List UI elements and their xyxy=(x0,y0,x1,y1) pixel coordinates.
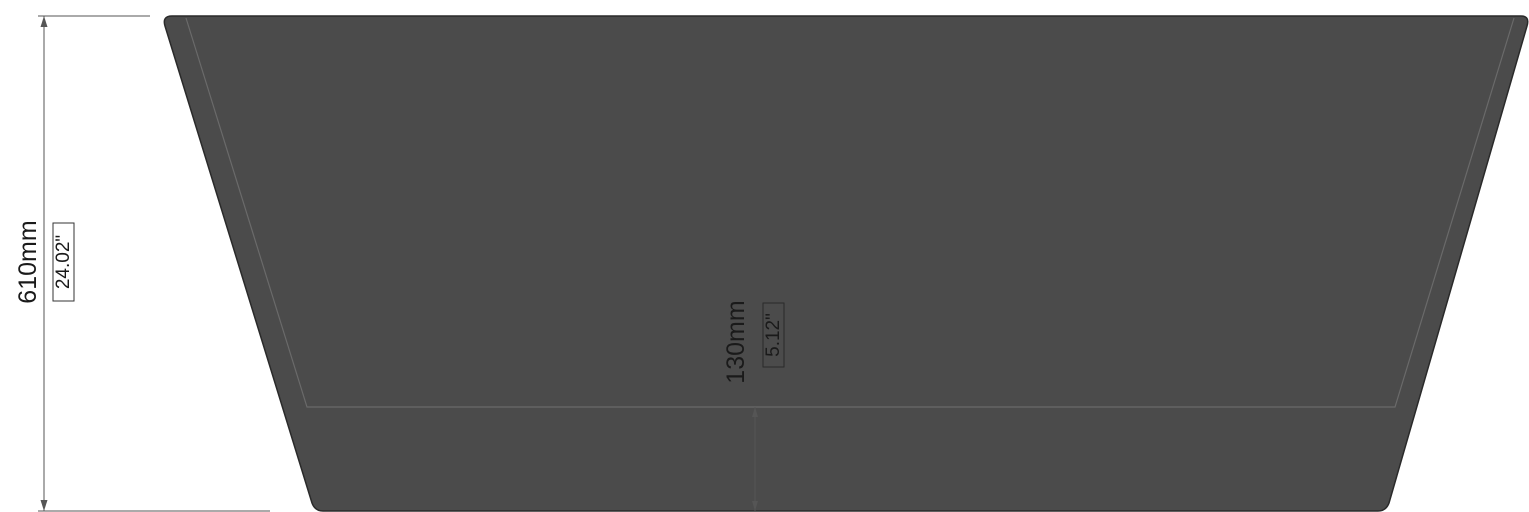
base-thickness-metric-label: 130mm xyxy=(722,300,750,383)
base-thickness-dimension: 130mm 5.12" xyxy=(722,300,785,511)
overall-height-imperial-label: 24.02" xyxy=(53,235,74,289)
base-thickness-imperial-label: 5.12" xyxy=(763,313,784,357)
tub-inner-rim-line xyxy=(185,17,1515,408)
base-thickness-imperial-box xyxy=(762,302,785,368)
overall-height-dimension: 610mm 24.02" xyxy=(14,15,270,512)
tub-body-outline xyxy=(163,15,1529,512)
overall-height-metric-label: 610mm xyxy=(14,220,42,303)
base-arrow-top xyxy=(752,407,758,417)
height-arrow-bottom xyxy=(40,500,48,511)
base-arrow-bottom xyxy=(752,501,758,511)
height-arrow-top xyxy=(40,16,48,27)
overall-height-imperial-box xyxy=(52,222,75,302)
